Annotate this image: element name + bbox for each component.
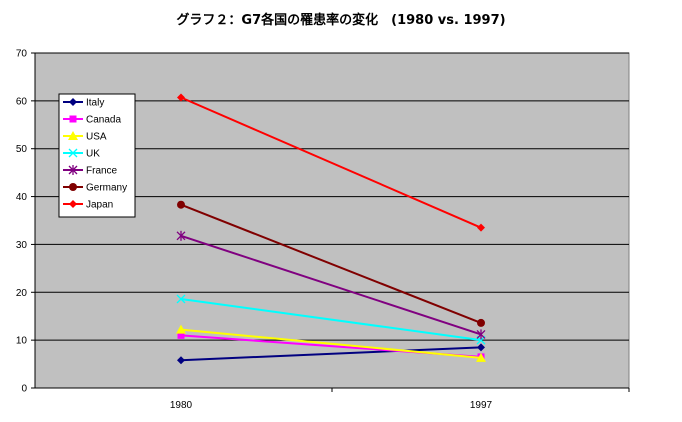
data-point-canada bbox=[177, 331, 185, 339]
data-point-italy bbox=[177, 356, 185, 365]
data-point-uk bbox=[176, 294, 186, 304]
data-point-france bbox=[176, 230, 186, 241]
legend-label-usa: USA bbox=[86, 132, 107, 143]
legend-label-uk: UK bbox=[86, 149, 100, 160]
series-line-uk bbox=[180, 297, 482, 342]
series-line-france bbox=[180, 234, 482, 336]
y-tick-label: 70 bbox=[16, 49, 28, 60]
data-point-italy bbox=[477, 343, 485, 352]
legend: Italy Canada USA UK France Germany Japan bbox=[58, 93, 136, 218]
y-tick-label: 10 bbox=[16, 336, 28, 347]
data-point-germany bbox=[177, 200, 185, 209]
legend-marker-germany bbox=[69, 183, 77, 191]
legend-label-germany: Germany bbox=[86, 183, 127, 194]
legend-marker-usa bbox=[68, 131, 78, 140]
legend-marker-france bbox=[68, 165, 78, 175]
data-point-germany bbox=[477, 318, 485, 327]
y-tick-label: 20 bbox=[16, 288, 28, 299]
legend-label-canada: Canada bbox=[86, 115, 121, 126]
y-tick-label: 40 bbox=[16, 192, 28, 203]
x-tick-label: 1980 bbox=[170, 400, 193, 411]
y-tick-label: 50 bbox=[16, 144, 28, 155]
series-line-italy bbox=[180, 346, 482, 362]
legend-label-italy: Italy bbox=[86, 98, 104, 109]
legend-marker-italy bbox=[69, 98, 77, 106]
legend-marker-uk bbox=[68, 148, 78, 158]
legend-label-japan: Japan bbox=[86, 200, 113, 211]
legend-label-france: France bbox=[86, 166, 118, 177]
legend-box bbox=[58, 93, 136, 218]
y-tick-label: 60 bbox=[16, 96, 28, 107]
y-tick-label: 0 bbox=[21, 384, 27, 395]
data-point-japan bbox=[477, 223, 485, 232]
legend-marker-canada bbox=[69, 115, 77, 123]
series-line-usa bbox=[180, 328, 482, 359]
data-point-japan bbox=[177, 93, 185, 102]
series-line-germany bbox=[180, 203, 482, 324]
chart-title: グラフ２：G7各国の罹患率の変化 (1980 vs. 1997) bbox=[176, 12, 505, 28]
data-point-usa bbox=[176, 324, 186, 334]
legend-marker-japan bbox=[69, 200, 77, 208]
data-point-usa bbox=[476, 352, 486, 362]
data-point-france bbox=[476, 329, 486, 340]
series-line-japan bbox=[180, 96, 482, 229]
y-tick-label: 30 bbox=[16, 240, 28, 251]
x-tick-label: 1997 bbox=[470, 400, 493, 411]
